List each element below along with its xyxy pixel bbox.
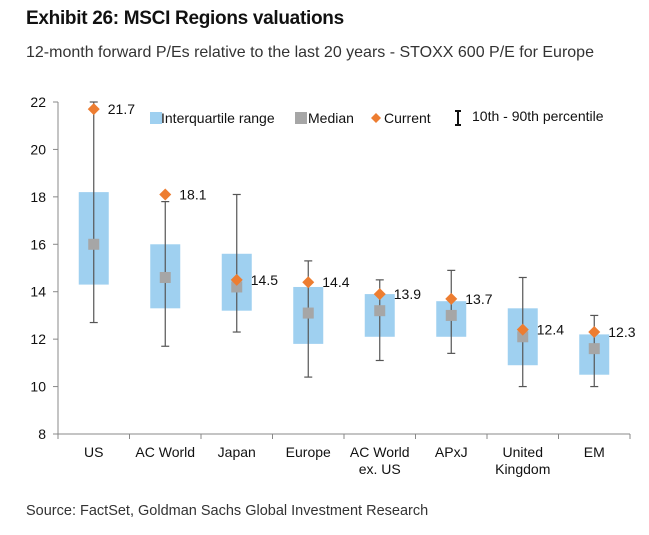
legend-current-swatch [371, 113, 381, 123]
x-category-label: ex. US [359, 461, 401, 477]
chart-subtitle: 12-month forward P/Es relative to the la… [26, 44, 594, 61]
median-marker [517, 331, 529, 343]
x-category-label: Kingdom [495, 461, 550, 477]
legend-percentile-label: 10th - 90th percentile [472, 108, 604, 124]
median-marker [231, 281, 243, 293]
current-marker [373, 288, 386, 301]
legend-median-label: Median [308, 110, 354, 126]
category-group: 14.5 Japan [218, 193, 278, 460]
x-category-label: AC World [135, 444, 195, 460]
legend-median-swatch [295, 112, 307, 124]
current-marker [87, 103, 100, 116]
y-tick-label: 20 [30, 141, 46, 157]
category-group: 18.1 AC World [135, 186, 206, 460]
x-category-label: AC World [350, 444, 410, 460]
current-marker [588, 326, 601, 339]
x-category-label: Europe [286, 444, 331, 460]
current-value-label: 14.5 [251, 272, 278, 288]
current-marker [302, 276, 315, 289]
axes: 8 10 12 14 16 18 20 22 [30, 94, 631, 442]
median-marker [588, 343, 600, 355]
y-tick-label: 16 [30, 236, 46, 252]
category-group: 12.3 EM [579, 314, 636, 460]
x-category-label: United [503, 444, 543, 460]
current-value-label: 21.7 [108, 101, 135, 117]
current-marker [230, 273, 243, 286]
current-value-label: 13.9 [394, 286, 421, 302]
current-value-label: 14.4 [322, 274, 349, 290]
chart-title: Exhibit 26: MSCI Regions valuations [26, 8, 344, 29]
boxes: 21.7 US 18.1 AC World 14.5 Japan 14.4 Europe 13.… [78, 101, 636, 477]
x-category-label: EM [584, 444, 605, 460]
legend-iqr-swatch [150, 112, 162, 124]
current-value-label: 12.3 [608, 324, 635, 340]
current-value-label: 12.4 [537, 322, 564, 338]
median-marker [88, 238, 100, 250]
x-category-label: Japan [218, 444, 256, 460]
legend: Interquartile range Median Current 10th - 9… [150, 108, 604, 126]
median-marker [445, 309, 457, 321]
x-category-label: US [84, 444, 103, 460]
legend-iqr-label: Interquartile range [161, 110, 275, 126]
legend-current-label: Current [384, 110, 431, 126]
category-group: 14.4 Europe [286, 260, 350, 460]
current-marker [159, 188, 172, 201]
y-tick-label: 22 [30, 94, 46, 110]
y-tick-label: 18 [30, 189, 46, 205]
x-category-label: APxJ [435, 444, 468, 460]
category-group: 21.7 US [78, 101, 135, 460]
y-tick-label: 12 [30, 331, 46, 347]
current-value-label: 13.7 [465, 291, 492, 307]
median-marker [159, 271, 171, 283]
category-group: 13.7 APxJ [435, 269, 493, 460]
y-tick-label: 14 [30, 284, 46, 300]
current-marker [445, 292, 458, 305]
y-tick-label: 8 [38, 426, 46, 442]
median-marker [302, 307, 314, 319]
current-marker [516, 323, 529, 336]
median-marker [374, 305, 386, 317]
current-value-label: 18.1 [179, 186, 206, 202]
source-note: Source: FactSet, Goldman Sachs Global In… [26, 503, 429, 519]
y-tick-label: 10 [30, 379, 46, 395]
